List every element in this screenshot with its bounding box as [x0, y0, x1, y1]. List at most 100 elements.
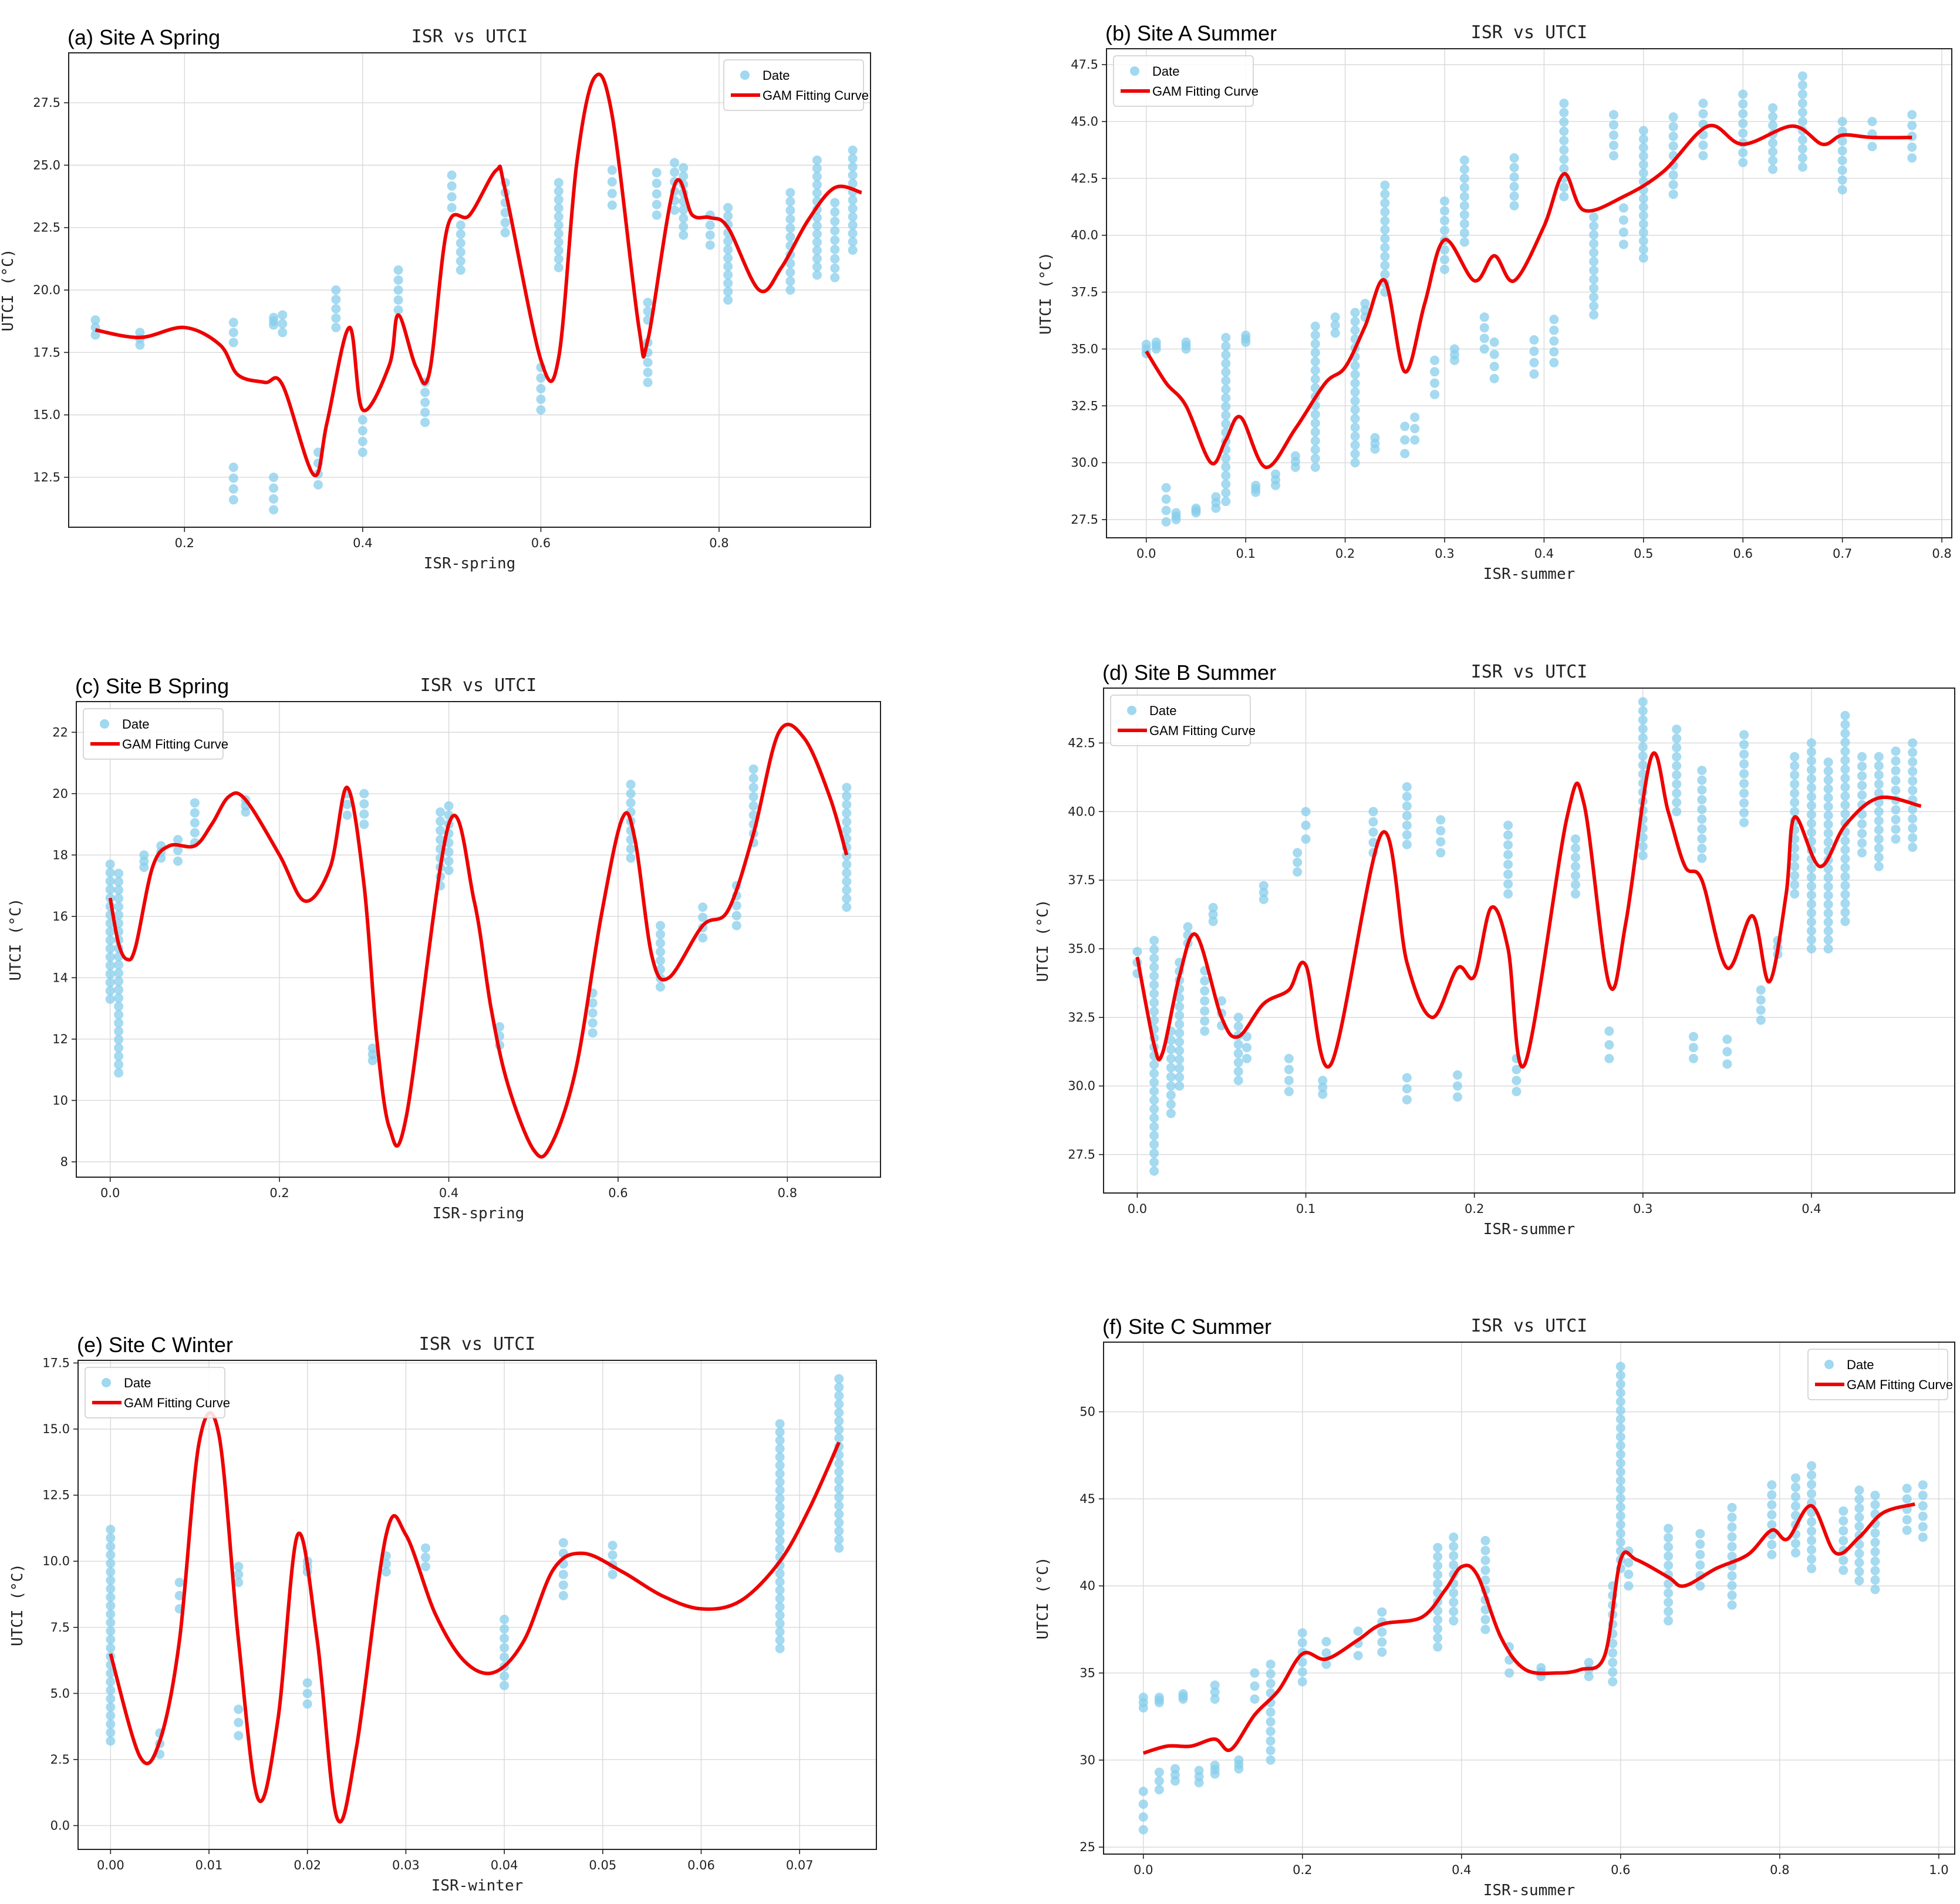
data-point [1806, 783, 1816, 793]
y-tick-label: 35 [1079, 1666, 1095, 1680]
data-point [1615, 1511, 1625, 1521]
data-point [1857, 819, 1867, 829]
data-point [1221, 350, 1231, 360]
data-point [775, 1477, 785, 1487]
data-point [106, 1736, 116, 1746]
data-point [679, 213, 689, 223]
data-point [1149, 1069, 1159, 1079]
data-point [812, 262, 822, 272]
data-point [1727, 1551, 1737, 1561]
data-point [174, 1590, 184, 1600]
data-point [1618, 203, 1628, 213]
data-point [626, 788, 636, 798]
data-point [1738, 157, 1748, 167]
data-point [1570, 843, 1580, 853]
data-point [1161, 506, 1171, 515]
data-point [1221, 497, 1231, 507]
data-point [1790, 1511, 1800, 1521]
legend-label-curve: GAM Fitting Curve [122, 737, 228, 752]
data-point [1549, 315, 1559, 325]
data-point [834, 1518, 844, 1528]
data-point [1609, 140, 1618, 150]
data-point [1284, 1076, 1294, 1086]
data-point [105, 986, 115, 996]
data-point [1722, 1059, 1732, 1069]
data-point [834, 1382, 844, 1392]
y-tick-label: 40.0 [1068, 804, 1095, 818]
data-point [1608, 1657, 1618, 1667]
data-point [1867, 141, 1877, 151]
data-point [1615, 1519, 1625, 1529]
data-point [1664, 1588, 1674, 1598]
data-point [1874, 825, 1884, 835]
data-point [812, 155, 822, 165]
data-point [1615, 1370, 1625, 1380]
data-point [1233, 1022, 1243, 1032]
data-point [1807, 1545, 1817, 1555]
data-point [1459, 164, 1469, 174]
data-point [1350, 369, 1360, 379]
data-point [500, 228, 510, 238]
data-point [775, 1485, 785, 1495]
data-point [1874, 761, 1884, 771]
data-point [842, 791, 852, 801]
data-point [723, 287, 733, 296]
data-point [1589, 248, 1599, 258]
scatter-points [1132, 697, 1918, 1176]
data-point [331, 322, 341, 332]
data-point [830, 254, 840, 264]
data-point [1790, 797, 1800, 807]
y-tick-label: 35.0 [1068, 942, 1095, 956]
data-point [139, 850, 149, 860]
data-point [834, 1467, 844, 1477]
chart-panel: 0.2 0.4 0.6 0.8 12.5 15.0 17.5 20.0 22.5 25.0 27.5… [0, 25, 871, 572]
data-point [234, 1569, 244, 1579]
x-tick-label: 0.04 [491, 1858, 518, 1872]
data-point [1806, 818, 1816, 828]
data-point [1310, 444, 1320, 454]
data-point [1216, 996, 1226, 1006]
data-point [1368, 817, 1378, 827]
data-point [1559, 154, 1569, 164]
data-point [105, 978, 115, 988]
data-point [1402, 1073, 1412, 1083]
data-point [1310, 356, 1320, 366]
data-point [1175, 1010, 1185, 1020]
data-point [1806, 774, 1816, 784]
data-point [554, 178, 564, 188]
data-point [1459, 228, 1469, 238]
data-point [723, 203, 733, 213]
y-tick-label: 15.0 [33, 408, 60, 422]
data-point [643, 358, 653, 368]
data-point [1739, 779, 1749, 788]
data-point [1739, 740, 1749, 750]
data-point [106, 1727, 116, 1737]
gam-fitting-curve [1135, 751, 1922, 1069]
legend-label-curve: GAM Fitting Curve [1152, 84, 1259, 99]
chart-panel: 0.0 0.1 0.2 0.3 0.4 27.5 30.0 32.5 35.0 37.5 40.0 4… [1034, 660, 1955, 1238]
x-tick-label: 0.6 [531, 536, 551, 550]
data-point [1284, 1053, 1294, 1063]
data-point [1638, 219, 1648, 229]
data-point [1266, 1669, 1276, 1679]
data-point [1638, 244, 1648, 254]
data-point [1380, 189, 1390, 199]
data-point [1664, 1533, 1674, 1543]
data-point [1768, 156, 1778, 166]
data-point [775, 1527, 785, 1537]
data-point [785, 285, 795, 295]
data-point [1480, 1555, 1490, 1565]
data-point [1459, 183, 1469, 193]
data-point [114, 1018, 124, 1028]
data-point [1138, 1799, 1148, 1809]
data-point [1854, 1576, 1864, 1586]
data-point [705, 220, 715, 230]
y-tick-label: 32.5 [1071, 399, 1098, 413]
data-point [1668, 112, 1678, 122]
data-point [830, 244, 840, 254]
legend: Date GAM Fitting Curve [1113, 55, 1259, 107]
chart-panel: 0.0 0.2 0.4 0.6 0.8 8 10 12 14 16 18 20 22 ISR-spring… [7, 674, 881, 1222]
data-point [775, 1419, 785, 1429]
data-point [1672, 807, 1682, 817]
data-point [1266, 1726, 1276, 1736]
